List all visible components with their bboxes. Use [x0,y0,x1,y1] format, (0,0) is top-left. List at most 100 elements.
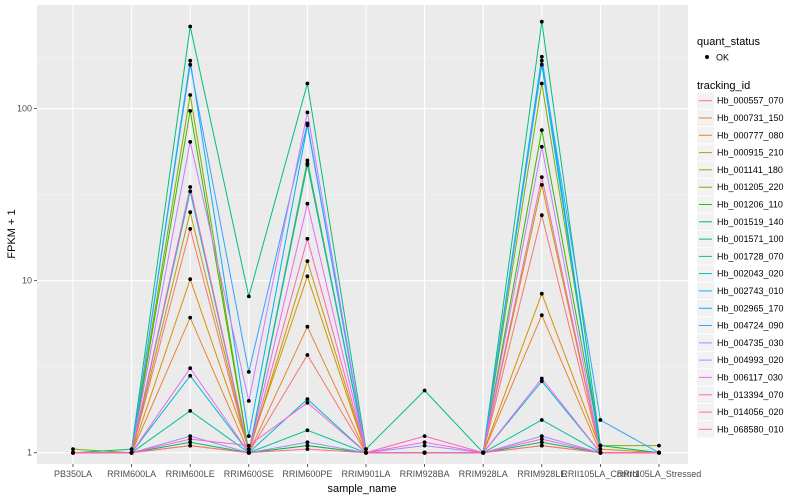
data-point [539,81,544,86]
data-point [129,450,134,455]
y-axis-title: FPKM + 1 [6,209,18,258]
data-point [539,58,544,63]
data-point [481,450,486,455]
data-point [246,443,251,448]
data-point [598,450,603,455]
data-point [188,443,193,448]
data-point [598,447,603,451]
series-points [71,19,661,455]
data-point [188,189,193,194]
data-point [305,236,310,241]
legend-label-hb_004993_020: Hb_004993_020 [717,355,784,365]
legend-label-hb_014056_020: Hb_014056_020 [717,407,784,417]
x-tick-label: RRIM928LE [517,469,566,479]
legend-label-hb_002043_020: Hb_002043_020 [717,269,784,279]
data-point [539,54,544,59]
legend-title-quant-status: quant_status [697,36,760,48]
data-point [657,450,661,455]
x-tick-label: RRIM600LE [166,469,215,479]
legend-label-hb_002743_010: Hb_002743_010 [717,286,784,296]
x-axis: PB350LA RRIM600LA RRIM600LE RRIM600SE RRIM60… [54,464,701,479]
legend-label-hb_001519_140: Hb_001519_140 [717,217,784,227]
data-point [188,93,193,97]
data-point [246,450,251,455]
data-point [188,24,193,29]
data-point [188,58,193,63]
data-point [422,388,427,393]
legend-label-hb_000915_210: Hb_000915_210 [717,148,784,158]
legend-label-hb_001571_100: Hb_001571_100 [717,234,784,244]
data-point [71,447,75,451]
x-tick-label: RRIM600SE [224,469,274,479]
data-point [188,210,193,215]
legend-label-hb_001141_180: Hb_001141_180 [717,165,783,175]
data-point [539,175,544,180]
data-point [364,450,368,455]
data-point [422,434,427,438]
data-point [305,353,310,357]
legend-label-hb_004735_030: Hb_004735_030 [717,338,784,348]
y-tick-label: 10 [22,276,32,286]
data-point [422,450,427,455]
x-tick-label: RRIM928LA [459,469,508,479]
x-tick-label: RRIM901LA [341,469,390,479]
x-tick-label: RRIM600PE [282,469,332,479]
data-point [305,201,310,206]
data-point [539,434,544,438]
x-tick-label: RRII105LA_Control [561,469,639,479]
data-point [539,19,544,24]
legend-label-ok: OK [716,53,729,63]
data-point [539,443,544,448]
data-point [188,277,193,282]
data-point [305,161,310,166]
y-tick-label: 1 [27,448,32,458]
legend: quant_status OK tracking_id Hb_000557_07… [697,36,784,438]
data-point [188,315,193,320]
data-point [539,213,544,218]
data-point [539,437,544,441]
data-point [188,185,193,189]
legend-label-hb_001728_070: Hb_001728_070 [717,251,784,261]
legend-key-ok-point [705,55,709,59]
legend-label-hb_000777_080: Hb_000777_080 [717,130,784,140]
data-point [246,447,251,451]
legend-items: Hb_000557_070 Hb_000731_150 Hb_000777_080 H… [697,92,784,438]
data-point [539,62,544,67]
x-tick-label: RRII105LA_Stressed [617,469,702,479]
data-point [422,440,427,445]
legend-label-hb_006117_030: Hb_006117_030 [717,372,783,382]
x-tick-label: PB350LA [54,469,92,479]
legend-label-hb_001206_110: Hb_001206_110 [717,200,783,210]
data-point [539,376,544,381]
data-point [188,366,193,371]
data-point [246,434,251,438]
data-point [71,450,75,455]
data-point [305,443,310,448]
data-point [305,259,310,263]
legend-label-hb_002965_170: Hb_002965_170 [717,303,784,313]
data-point [422,443,427,448]
data-point [129,447,134,451]
data-point [188,109,193,113]
data-point [305,397,310,401]
legend-label-hb_068580_010: Hb_068580_010 [717,424,784,434]
x-tick-label: RRIM600LA [107,469,156,479]
data-point [539,440,544,445]
data-point [305,324,310,329]
data-point [305,121,310,126]
data-point [539,379,544,384]
data-point [539,144,544,149]
data-point [188,440,193,445]
data-point [598,443,603,448]
data-point [305,274,310,279]
y-tick-label: 100 [17,104,32,114]
x-axis-title: sample_name [327,483,396,495]
data-point [188,62,193,67]
legend-label-hb_013394_070: Hb_013394_070 [717,390,784,400]
data-point [305,158,310,163]
data-point [305,440,310,445]
data-point [188,434,193,438]
plot-panel [37,5,688,464]
data-point [188,373,193,378]
data-point [188,227,193,231]
